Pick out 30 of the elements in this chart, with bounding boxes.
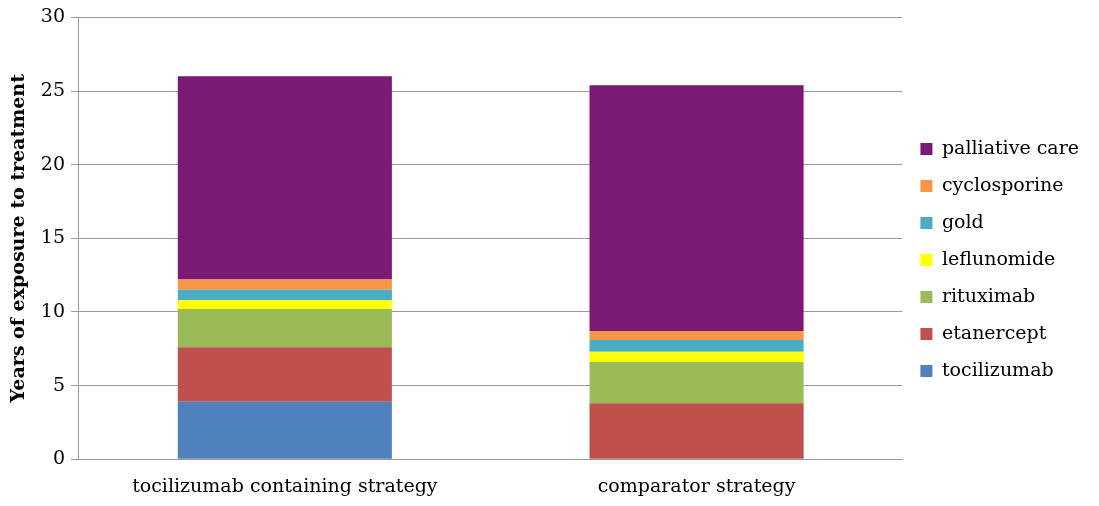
bar (589, 362, 804, 404)
bar (177, 289, 392, 301)
bar (589, 331, 804, 340)
y-tick-label: 25 (40, 77, 65, 100)
y-axis-title: Years of exposure to treatment (6, 73, 29, 404)
legend-label: rituximab (941, 283, 1036, 306)
bar (177, 76, 392, 280)
legend-label: gold (941, 209, 984, 232)
bar (177, 308, 392, 348)
bar (177, 401, 392, 459)
legend-label: leflunomide (941, 246, 1056, 269)
legend-label: etanercept (941, 320, 1047, 343)
y-tick-label: 0 (52, 446, 65, 469)
y-tick-label: 10 (40, 298, 65, 321)
y-tick-label: 20 (40, 151, 65, 174)
bar (589, 85, 804, 332)
bar (589, 351, 804, 362)
legend-label: tocilizumab (941, 357, 1054, 380)
bar (177, 300, 392, 309)
bar (589, 403, 804, 459)
x-tick-label: tocilizumab containing strategy (132, 473, 438, 496)
bar (177, 347, 392, 402)
y-tick-label: 30 (40, 4, 65, 27)
y-tick-label: 15 (40, 225, 65, 248)
bar (177, 279, 392, 290)
legend-label: cyclosporine (941, 172, 1064, 195)
x-tick-label: comparator strategy (597, 473, 796, 496)
y-tick-label: 5 (52, 372, 65, 395)
bar (589, 339, 804, 352)
legend-label: palliative care (941, 135, 1080, 158)
